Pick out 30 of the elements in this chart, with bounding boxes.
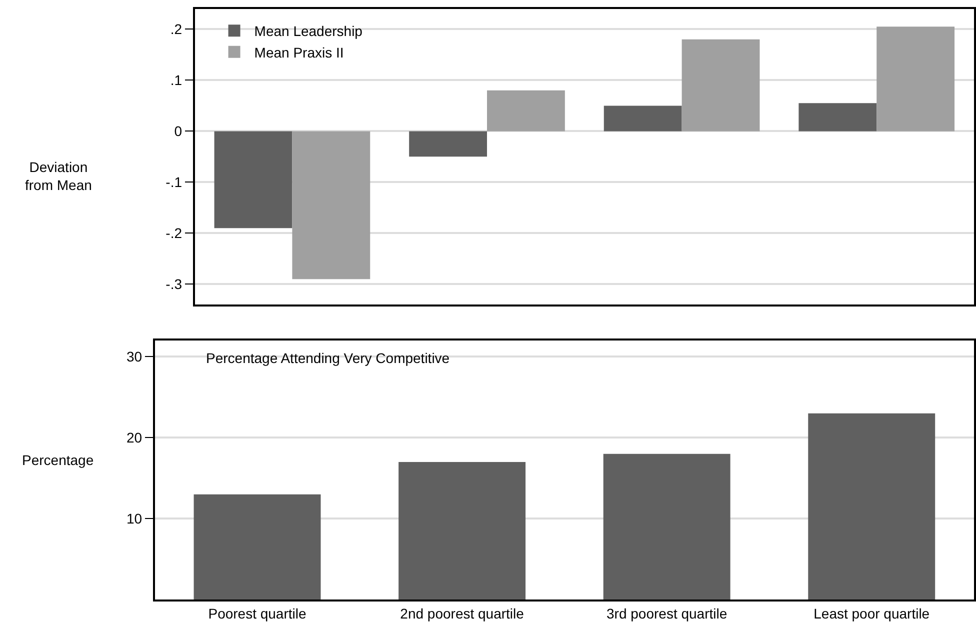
- x-tick-label: Poorest quartile: [208, 606, 306, 622]
- bar: [214, 131, 292, 228]
- bar: [808, 413, 936, 600]
- text: Percentage Attending Very Competitive: [206, 350, 450, 366]
- y-tick-label: -.1: [166, 174, 182, 190]
- y-tick-label: 30: [126, 348, 142, 364]
- y-tick-label: 0: [174, 123, 182, 140]
- legend-label: Mean Leadership: [254, 23, 363, 40]
- y-tick-label: -.2: [166, 225, 182, 242]
- bar: [876, 26, 955, 132]
- y-tick-label: 10: [126, 510, 142, 527]
- bar: [487, 90, 565, 132]
- y-tick-label: -.3: [166, 276, 182, 292]
- x-tick-label: 3rd poorest quartile: [606, 606, 728, 622]
- legend-label: Mean Praxis II: [254, 44, 344, 60]
- y-tick-label: 20: [126, 430, 142, 446]
- bar: [798, 103, 877, 132]
- y-axis-title: Deviation from Mean: [25, 159, 92, 194]
- bar: [292, 131, 370, 280]
- bar: [682, 39, 760, 132]
- y-axis-title: Percentage: [22, 452, 94, 468]
- bar: [194, 494, 321, 600]
- x-tick-label: Least poor quartile: [814, 606, 930, 622]
- bar: [604, 106, 682, 132]
- y-tick-label: .1: [170, 72, 182, 88]
- x-tick-label: 2nd poorest quartile: [400, 606, 524, 622]
- bar: [603, 454, 730, 600]
- bar: [398, 462, 526, 600]
- y-tick-label: .2: [170, 21, 182, 38]
- bar: [409, 131, 487, 157]
